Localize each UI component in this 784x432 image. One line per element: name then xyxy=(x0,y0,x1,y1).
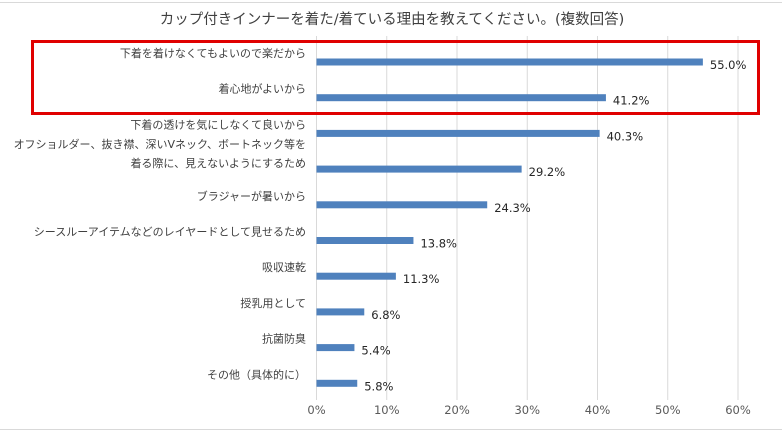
bar xyxy=(316,165,522,173)
x-tick-label: 0% xyxy=(307,403,325,417)
bar xyxy=(316,272,396,280)
data-label: 55.0% xyxy=(710,58,747,72)
category-label: シースルーアイテムなどのレイヤードとして見せるため xyxy=(34,226,306,239)
x-tick-label: 20% xyxy=(444,403,470,417)
category-label: 抗菌防臭 xyxy=(262,332,306,346)
category-label: 授乳用として xyxy=(240,296,306,310)
bar xyxy=(316,129,600,137)
category-label: 下着の透けを気にしなくて良いから xyxy=(130,117,306,131)
data-label: 29.2% xyxy=(529,165,566,179)
data-label: 5.8% xyxy=(364,379,393,393)
bar xyxy=(316,379,358,387)
chart-title: カップ付きインナーを着た/着ている理由を教えてください。(複数回答) xyxy=(159,12,625,28)
highlight-box xyxy=(31,40,760,115)
bar xyxy=(316,94,606,102)
category-label: 吸収速乾 xyxy=(262,261,306,274)
data-label: 13.8% xyxy=(420,237,457,251)
bar xyxy=(316,58,703,66)
category-label: ブラジャーが暑いから xyxy=(197,189,306,203)
x-tick-label: 60% xyxy=(725,403,751,417)
category-label: 着心地がよいから xyxy=(219,82,306,96)
x-tick-label: 30% xyxy=(514,403,540,417)
data-label: 24.3% xyxy=(494,201,531,215)
category-label: 着る際に、見えないようにするため xyxy=(130,156,306,170)
data-label: 11.3% xyxy=(403,272,440,286)
x-tick-label: 50% xyxy=(655,403,681,417)
data-label: 5.4% xyxy=(361,344,390,358)
category-label: その他（具体的に） xyxy=(207,367,306,381)
bar xyxy=(316,344,355,352)
data-label: 40.3% xyxy=(607,129,644,143)
data-label: 6.8% xyxy=(371,308,400,322)
bar xyxy=(316,201,488,209)
bar xyxy=(316,308,365,316)
data-label: 41.2% xyxy=(613,94,650,108)
category-label: 下着を着けなくてもよいので楽だから xyxy=(120,46,306,60)
x-tick-label: 10% xyxy=(374,403,400,417)
x-tick-label: 40% xyxy=(585,403,611,417)
bar xyxy=(316,237,414,244)
category-label: オフショルダー、抜き襟、深いVネック、ボートネック等を xyxy=(14,137,306,151)
